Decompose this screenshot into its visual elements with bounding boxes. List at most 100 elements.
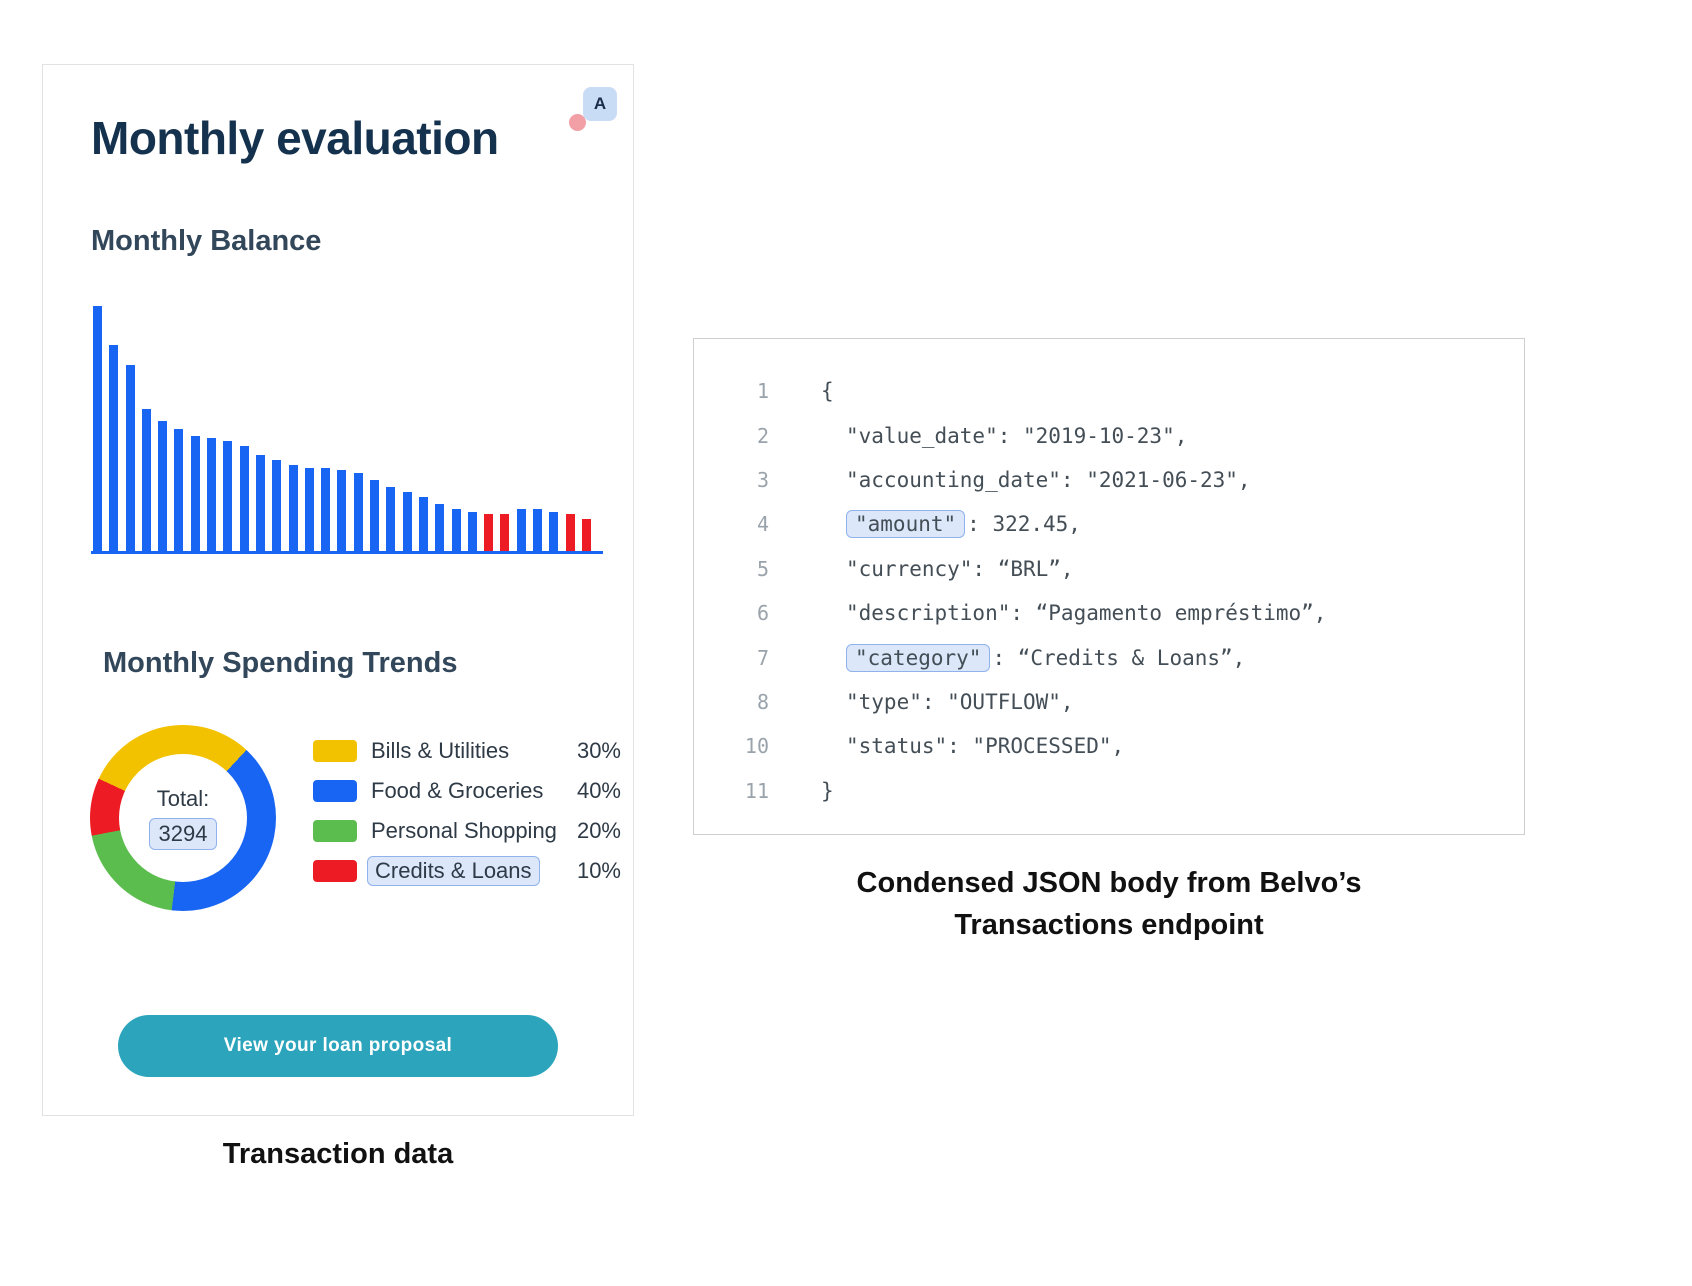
code-line: 1{: [694, 369, 1524, 413]
balance-bar: [484, 514, 494, 551]
transaction-data-caption: Transaction data: [222, 1138, 454, 1170]
donut-total-value: 3294: [148, 818, 218, 850]
balance-bar: [435, 504, 445, 551]
line-number: 8: [756, 689, 769, 714]
code-line: 5 "currency": “BRL”,: [694, 547, 1524, 591]
code-token: "status": "PROCESSED",: [846, 734, 1125, 759]
balance-bar: [565, 514, 575, 551]
code-text: {: [769, 379, 834, 403]
line-number: 7: [756, 645, 769, 670]
legend-value: 40%: [576, 778, 621, 803]
code-token: "currency": “BRL”,: [846, 556, 1074, 581]
balance-bar: [141, 408, 151, 551]
line-number: 10: [744, 734, 769, 759]
avatar-label: A: [583, 87, 617, 121]
balance-bar: [272, 460, 282, 551]
code-line: 4 "amount": 322.45,: [694, 502, 1524, 546]
code-text: "type": "OUTFLOW",: [769, 690, 1074, 714]
spending-trends-heading: Monthly Spending Trends: [103, 647, 458, 679]
legend-value: 10%: [576, 858, 621, 883]
balance-bar: [321, 467, 331, 551]
code-token: }: [821, 778, 834, 803]
legend-row: Bills & Utilities 30%: [313, 731, 621, 771]
balance-bar: [223, 440, 233, 551]
code-token: "accounting_date": "2021-06-23",: [846, 467, 1251, 492]
balance-bar: [125, 364, 135, 551]
code-line: 10 "status": "PROCESSED",: [694, 724, 1524, 768]
code-token: "type": "OUTFLOW",: [846, 689, 1074, 714]
json-code-panel: 1{2 "value_date": "2019-10-23", 3 "accounti…: [693, 338, 1525, 835]
balance-bar: [239, 445, 249, 551]
line-number: 3: [756, 467, 769, 492]
monthly-balance-heading: Monthly Balance: [91, 225, 322, 257]
code-text: "accounting_date": "2021-06-23",: [769, 468, 1251, 492]
balance-bar: [255, 455, 265, 551]
code-caption-wrap: Condensed JSON body from Belvo’s Transac…: [693, 862, 1525, 946]
line-number: 6: [756, 601, 769, 626]
notification-dot: [569, 114, 586, 131]
bar-chart-baseline: [91, 551, 603, 554]
spending-donut-chart: Total: 3294: [90, 725, 276, 911]
balance-bar: [93, 306, 102, 551]
legend-value: 30%: [576, 738, 621, 763]
balance-bar: [337, 470, 347, 551]
code-text: "currency": “BRL”,: [769, 557, 1074, 581]
code-line: 2 "value_date": "2019-10-23",: [694, 413, 1524, 457]
balance-bar: [353, 472, 363, 551]
legend-label: Bills & Utilities: [371, 738, 510, 763]
code-token: "description": “Pagamento empréstimo”,: [846, 601, 1327, 626]
code-token: {: [821, 379, 834, 404]
balance-bar: [190, 435, 200, 551]
code-text: "category": “Credits & Loans”,: [769, 643, 1246, 672]
balance-bar: [158, 421, 168, 551]
balance-bar: [402, 492, 412, 551]
balance-bar: [386, 487, 396, 551]
code-line: 6 "description": “Pagamento empréstimo”,: [694, 591, 1524, 635]
legend-value: 20%: [576, 818, 621, 843]
highlighted-token: "amount": [846, 510, 966, 539]
code-line: 7 "category": “Credits & Loans”,: [694, 635, 1524, 679]
code-text: }: [769, 779, 834, 803]
code-line: 8 "type": "OUTFLOW",: [694, 680, 1524, 724]
code-caption: Condensed JSON body from Belvo’s Transac…: [856, 867, 1362, 942]
legend-label: Credits & Loans: [367, 856, 540, 886]
avatar[interactable]: A: [569, 87, 617, 131]
balance-bar: [109, 345, 119, 551]
balance-bar: [370, 479, 380, 551]
code-token: : 322.45,: [967, 512, 1081, 537]
code-text: "description": “Pagamento empréstimo”,: [769, 601, 1326, 625]
page-title: Monthly evaluation: [91, 112, 499, 164]
legend-label: Food & Groceries: [371, 778, 544, 803]
legend-label: Personal Shopping: [371, 818, 557, 843]
code-text: "value_date": "2019-10-23",: [769, 424, 1187, 448]
donut-total-label: Total:: [156, 786, 210, 811]
code-line: 3 "accounting_date": "2021-06-23",: [694, 458, 1524, 502]
balance-bar: [500, 514, 510, 551]
code-token: : “Credits & Loans”,: [992, 645, 1246, 670]
legend-swatch: [313, 780, 357, 802]
balance-bar: [533, 509, 543, 551]
legend-swatch: [313, 820, 357, 842]
balance-bar: [549, 511, 559, 551]
balance-bar: [418, 497, 428, 551]
donut-center: Total: 3294: [90, 725, 276, 911]
balance-bar: [516, 509, 526, 551]
code-token: "value_date": "2019-10-23",: [846, 423, 1188, 448]
balance-bar: [304, 467, 314, 551]
line-number: 1: [756, 379, 769, 404]
balance-bar: [207, 438, 217, 551]
loan-proposal-button[interactable]: View your loan proposal: [118, 1015, 558, 1077]
balance-bar: [288, 465, 298, 551]
line-number: 5: [756, 556, 769, 581]
monthly-balance-bar-chart: [93, 306, 605, 551]
legend-row: Credits & Loans 10%: [313, 851, 621, 891]
code-text: "status": "PROCESSED",: [769, 734, 1124, 758]
code-line: 11}: [694, 769, 1524, 813]
balance-bar: [451, 509, 461, 551]
legend-swatch: [313, 740, 357, 762]
highlighted-token: "category": [846, 643, 991, 672]
legend-row: Food & Groceries 40%: [313, 771, 621, 811]
balance-bar: [467, 511, 477, 551]
line-number: 2: [756, 423, 769, 448]
